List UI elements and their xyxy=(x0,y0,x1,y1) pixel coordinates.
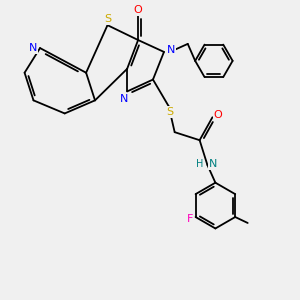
Text: N: N xyxy=(120,94,128,104)
Text: H: H xyxy=(196,159,204,169)
Text: F: F xyxy=(186,214,193,224)
Text: N: N xyxy=(28,43,37,53)
Text: O: O xyxy=(213,110,222,120)
Text: S: S xyxy=(104,14,111,24)
Text: N: N xyxy=(208,159,217,169)
Text: N: N xyxy=(167,45,176,56)
Text: S: S xyxy=(167,107,174,117)
Text: O: O xyxy=(134,5,142,15)
